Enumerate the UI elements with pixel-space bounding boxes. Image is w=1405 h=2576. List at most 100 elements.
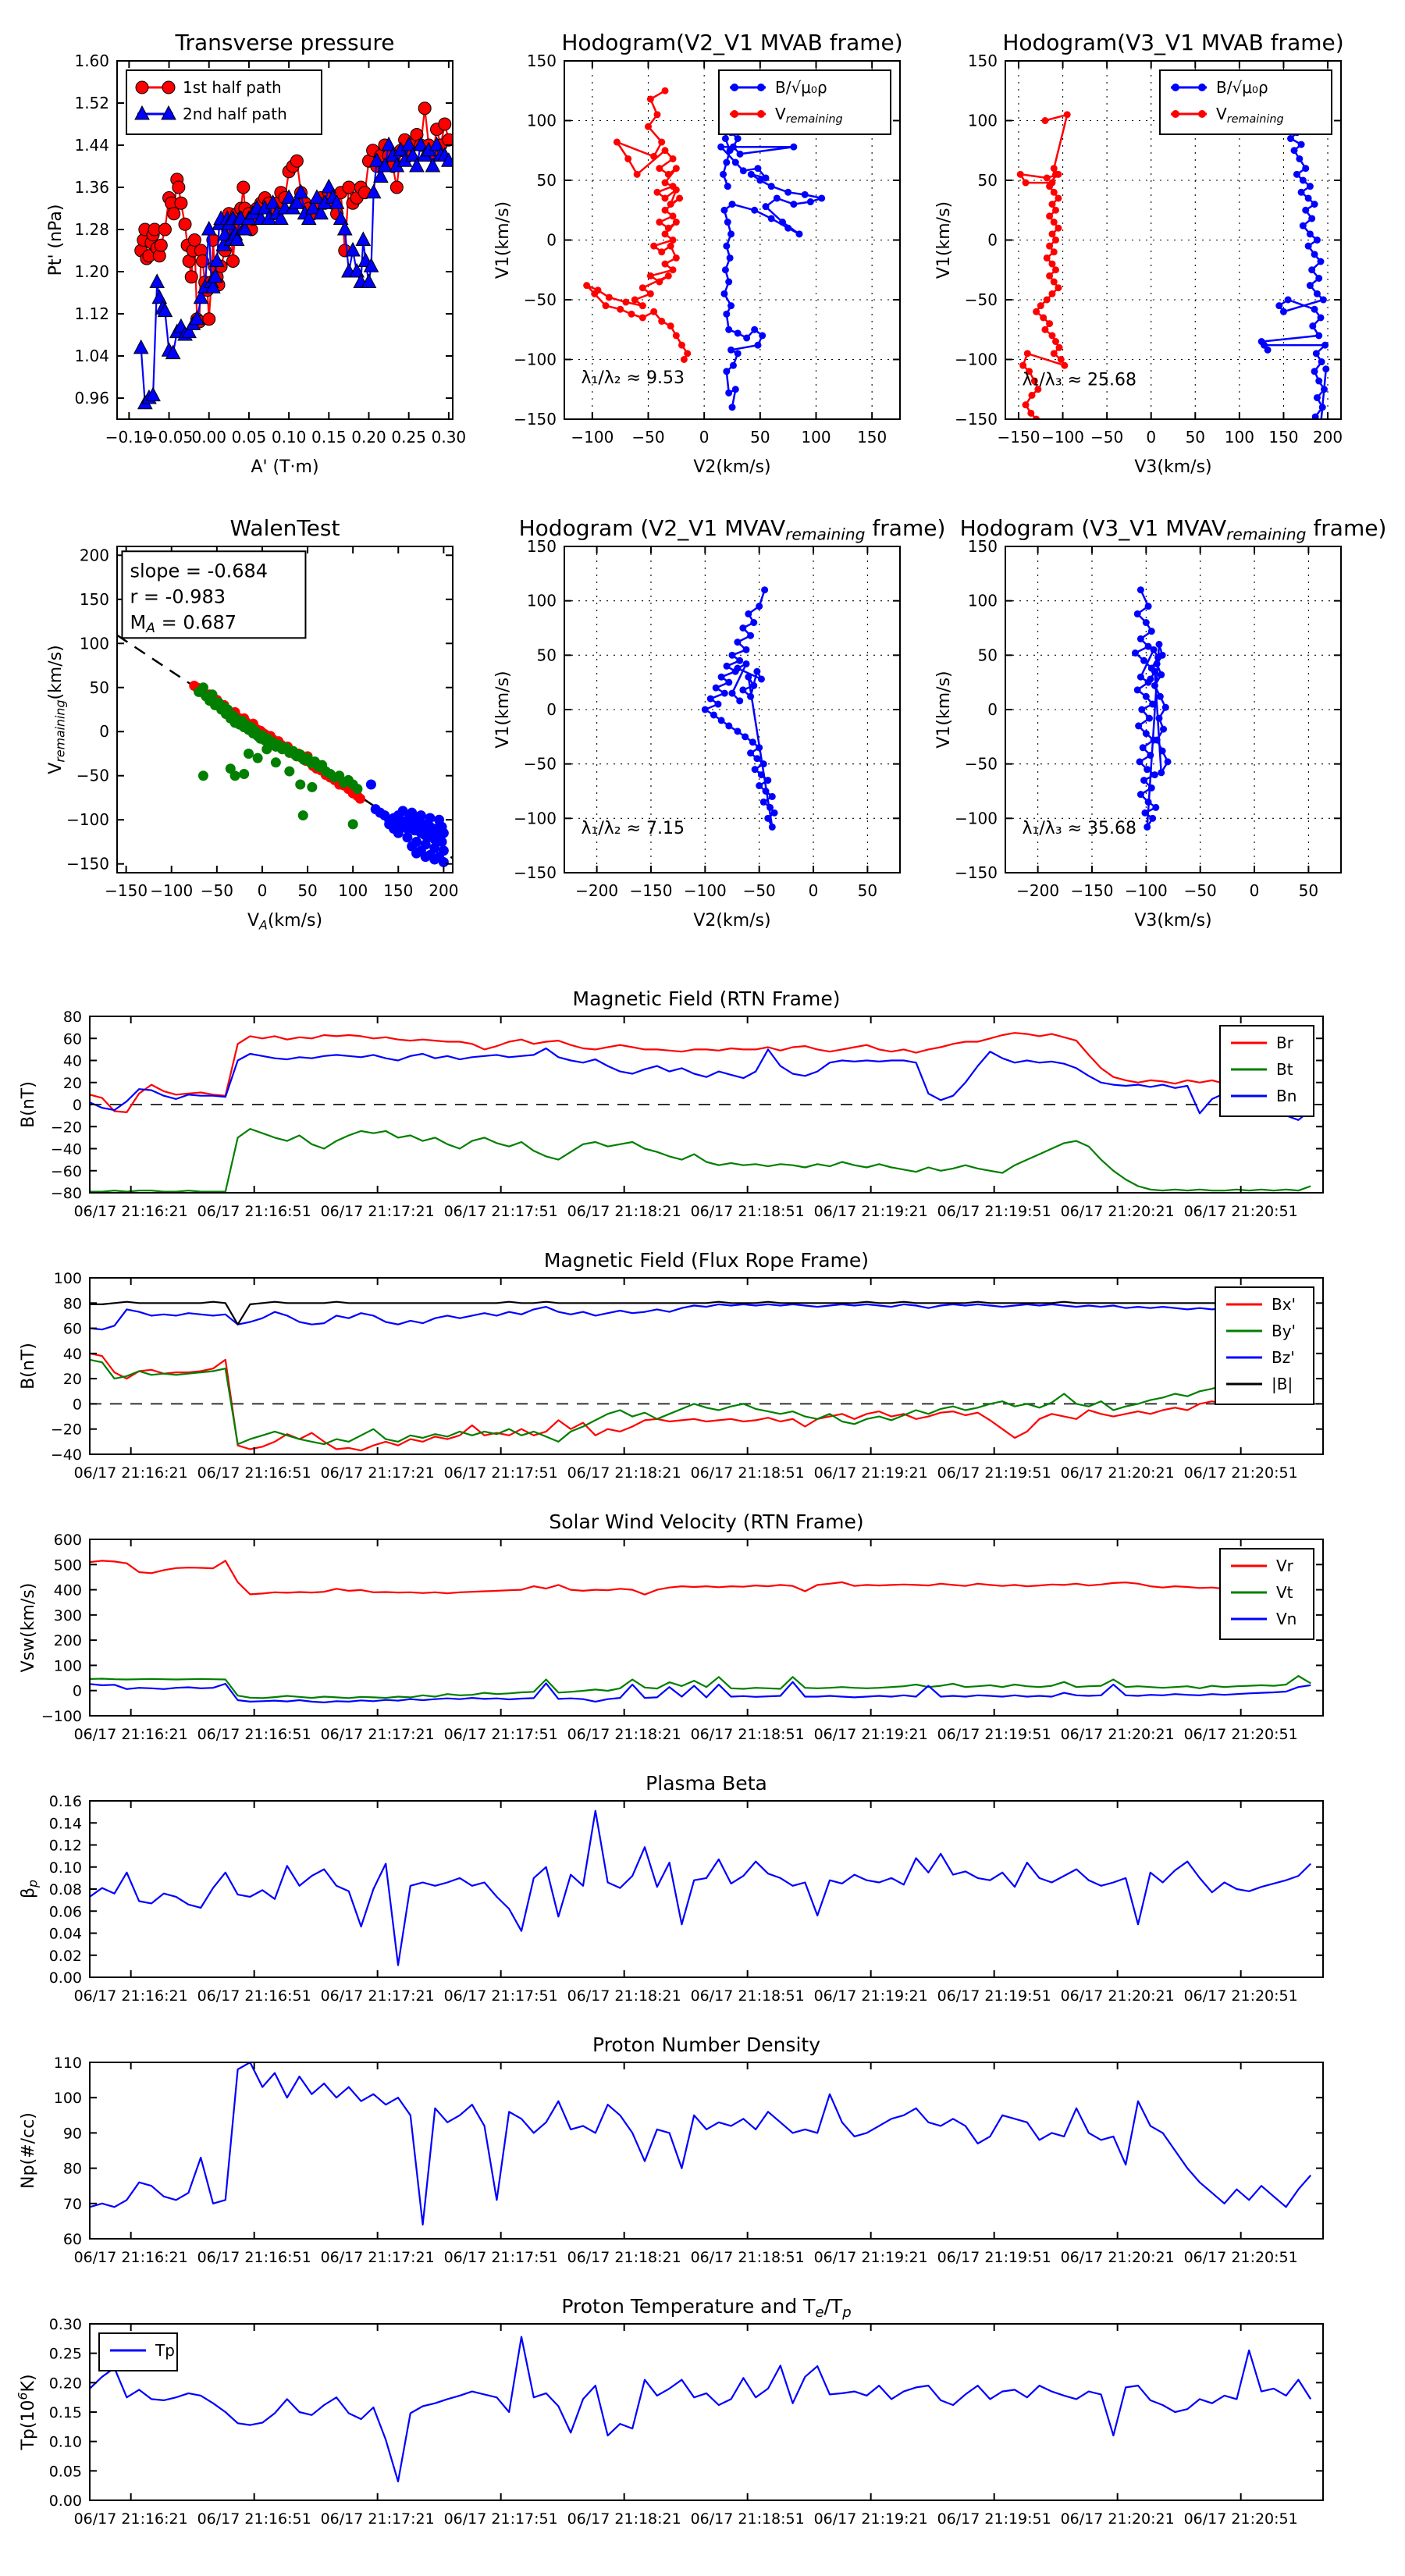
svg-text:100: 100 xyxy=(338,881,368,900)
chart-proton-number-density: 06/17 21:16:21 06/17 21:16:51 06/17 21:17:… xyxy=(19,2033,1324,2266)
svg-text:500: 500 xyxy=(54,1557,82,1574)
svg-text:06/17 21:19:51: 06/17 21:19:51 xyxy=(937,1464,1051,1482)
svg-text:0: 0 xyxy=(1250,881,1260,900)
svg-text:−50: −50 xyxy=(631,428,664,447)
svg-text:06/17 21:17:21: 06/17 21:17:21 xyxy=(321,1203,435,1220)
svg-text:Vr: Vr xyxy=(1276,1557,1294,1575)
svg-text:0: 0 xyxy=(699,428,710,447)
svg-text:1.44: 1.44 xyxy=(74,136,109,155)
series-hodogram-v3v1-mvab xyxy=(1016,105,1330,419)
series-transverse-pressure xyxy=(133,101,453,410)
svg-text:λ₁/λ₂ ≈ 9.53: λ₁/λ₂ ≈ 9.53 xyxy=(582,368,685,388)
svg-text:06/17 21:19:21: 06/17 21:19:21 xyxy=(814,2249,928,2266)
svg-text:−50: −50 xyxy=(1184,881,1217,900)
svg-text:−100: −100 xyxy=(571,428,614,447)
legend-hodogram-v2v1-mvab xyxy=(718,69,891,135)
svg-text:V1(km/s): V1(km/s) xyxy=(493,671,513,748)
svg-text:βp​: βp​ xyxy=(19,1880,40,1898)
svg-text:600: 600 xyxy=(54,1532,82,1549)
svg-text:0.16: 0.16 xyxy=(49,1793,82,1810)
svg-text:0: 0 xyxy=(987,700,998,719)
svg-text:−50: −50 xyxy=(524,290,557,309)
svg-text:06/17 21:19:21: 06/17 21:19:21 xyxy=(814,1203,928,1220)
svg-text:Vremaining​: Vremaining​ xyxy=(775,105,843,126)
svg-text:B/√μ₀ρ: B/√μ₀ρ xyxy=(775,78,827,97)
svg-text:06/17 21:18:51: 06/17 21:18:51 xyxy=(691,1203,805,1220)
chart-hodogram-v3v1-mvav: −200 −150 −100 −50 0 50 −150 −100 −50 0 50 100 150Ho… xyxy=(934,515,1386,930)
svg-text:Bt: Bt xyxy=(1276,1060,1293,1079)
series-magnetic-field-flux-rope xyxy=(90,1300,1312,1452)
svg-text:|B|: |B| xyxy=(1272,1375,1293,1393)
svg-text:06/17 21:17:21: 06/17 21:17:21 xyxy=(321,1464,435,1482)
chart-transverse-pressure: −0.10−0.050.00 0.05 0.10 0.15 0.20 0.25 0.30 0.… xyxy=(46,30,466,477)
svg-text:06/17 21:19:21: 06/17 21:19:21 xyxy=(814,1987,928,2005)
svg-text:06/17 21:17:51: 06/17 21:17:51 xyxy=(444,1464,558,1482)
svg-text:06/17 21:19:51: 06/17 21:19:51 xyxy=(937,1726,1051,1743)
svg-text:06/17 21:19:51: 06/17 21:19:51 xyxy=(937,1203,1051,1220)
svg-text:06/17 21:17:51: 06/17 21:17:51 xyxy=(444,1203,558,1220)
svg-text:40: 40 xyxy=(63,1346,82,1363)
svg-text:Bx': Bx' xyxy=(1272,1295,1296,1314)
svg-text:0.02: 0.02 xyxy=(49,1948,82,1965)
svg-text:50: 50 xyxy=(750,428,770,447)
svg-text:λ₁/λ₃ ≈ 25.68: λ₁/λ₃ ≈ 25.68 xyxy=(1023,370,1137,390)
svg-text:06/17 21:17:51: 06/17 21:17:51 xyxy=(444,2249,558,2266)
svg-text:1.20: 1.20 xyxy=(74,262,109,281)
svg-text:0.30: 0.30 xyxy=(49,2316,82,2333)
svg-text:0.15: 0.15 xyxy=(311,428,347,447)
svg-text:V1(km/s): V1(km/s) xyxy=(934,671,954,748)
svg-text:VA​(km/s): VA​(km/s) xyxy=(247,911,322,932)
svg-text:0.20: 0.20 xyxy=(49,2375,82,2392)
svg-text:90: 90 xyxy=(63,2125,82,2142)
series-proton-temperature xyxy=(90,2336,1312,2482)
svg-text:0.30: 0.30 xyxy=(432,428,467,447)
svg-text:06/17 21:18:51: 06/17 21:18:51 xyxy=(691,1464,805,1482)
series-magnetic-field-rtn xyxy=(90,1032,1311,1193)
svg-text:−100: −100 xyxy=(150,881,193,900)
svg-text:50: 50 xyxy=(90,678,109,697)
svg-text:06/17 21:20:21: 06/17 21:20:21 xyxy=(1061,1464,1175,1482)
svg-text:200: 200 xyxy=(80,546,109,564)
svg-text:0: 0 xyxy=(546,700,557,719)
svg-text:06/17 21:16:51: 06/17 21:16:51 xyxy=(197,1987,311,2005)
svg-text:06/17 21:20:51: 06/17 21:20:51 xyxy=(1184,1203,1298,1220)
svg-text:06/17 21:17:21: 06/17 21:17:21 xyxy=(321,1987,435,2005)
chart-hodogram-v2v1-mvab: −100 −50 0 50 100 150−150−100−50050100150Hodo… xyxy=(493,30,903,477)
svg-text:Hodogram (V2_V1 MVAVremaining​: Hodogram (V2_V1 MVAVremaining​ frame) xyxy=(519,515,946,544)
svg-text:06/17 21:16:21: 06/17 21:16:21 xyxy=(74,1464,188,1482)
svg-text:−150: −150 xyxy=(955,863,998,882)
svg-text:−60: −60 xyxy=(51,1163,82,1180)
svg-text:06/17 21:16:21: 06/17 21:16:21 xyxy=(74,1203,188,1220)
svg-text:0.10: 0.10 xyxy=(272,428,307,447)
svg-text:−150: −150 xyxy=(998,428,1040,447)
svg-text:V2(km/s): V2(km/s) xyxy=(693,457,770,477)
series-solar-wind-velocity xyxy=(90,1560,1311,1703)
svg-text:By': By' xyxy=(1272,1322,1296,1340)
svg-text:B(nT): B(nT) xyxy=(19,1343,38,1389)
svg-text:70: 70 xyxy=(63,2196,82,2213)
svg-text:−150: −150 xyxy=(66,855,109,873)
svg-text:20: 20 xyxy=(63,1075,82,1092)
svg-text:06/17 21:18:51: 06/17 21:18:51 xyxy=(691,2249,805,2266)
svg-text:−50: −50 xyxy=(965,290,998,309)
svg-text:Vsw(km/s): Vsw(km/s) xyxy=(19,1583,38,1673)
svg-text:0.05: 0.05 xyxy=(49,2463,82,2480)
svg-text:Hodogram(V3_V1 MVAB frame): Hodogram(V3_V1 MVAB frame) xyxy=(1002,30,1343,55)
svg-text:Solar Wind Velocity (RTN Frame: Solar Wind Velocity (RTN Frame) xyxy=(549,1510,863,1533)
svg-text:06/17 21:20:21: 06/17 21:20:21 xyxy=(1061,2510,1175,2528)
svg-text:slope = -0.684: slope = -0.684 xyxy=(130,560,268,582)
series-plasma-beta xyxy=(90,1809,1311,1966)
svg-text:06/17 21:19:51: 06/17 21:19:51 xyxy=(937,2249,1051,2266)
series-walen-test xyxy=(117,634,453,867)
svg-text:−0.10: −0.10 xyxy=(105,428,153,447)
svg-text:06/17 21:18:21: 06/17 21:18:21 xyxy=(567,2510,681,2528)
svg-text:−100: −100 xyxy=(41,1708,82,1725)
svg-text:150: 150 xyxy=(1268,428,1298,447)
svg-text:0: 0 xyxy=(73,1683,82,1700)
svg-text:40: 40 xyxy=(63,1053,82,1070)
svg-text:06/17 21:16:21: 06/17 21:16:21 xyxy=(74,1987,188,2005)
svg-text:0: 0 xyxy=(546,231,557,250)
svg-text:r = -0.983: r = -0.983 xyxy=(130,585,226,607)
svg-text:06/17 21:16:51: 06/17 21:16:51 xyxy=(197,1203,311,1220)
svg-text:1.36: 1.36 xyxy=(74,178,109,197)
